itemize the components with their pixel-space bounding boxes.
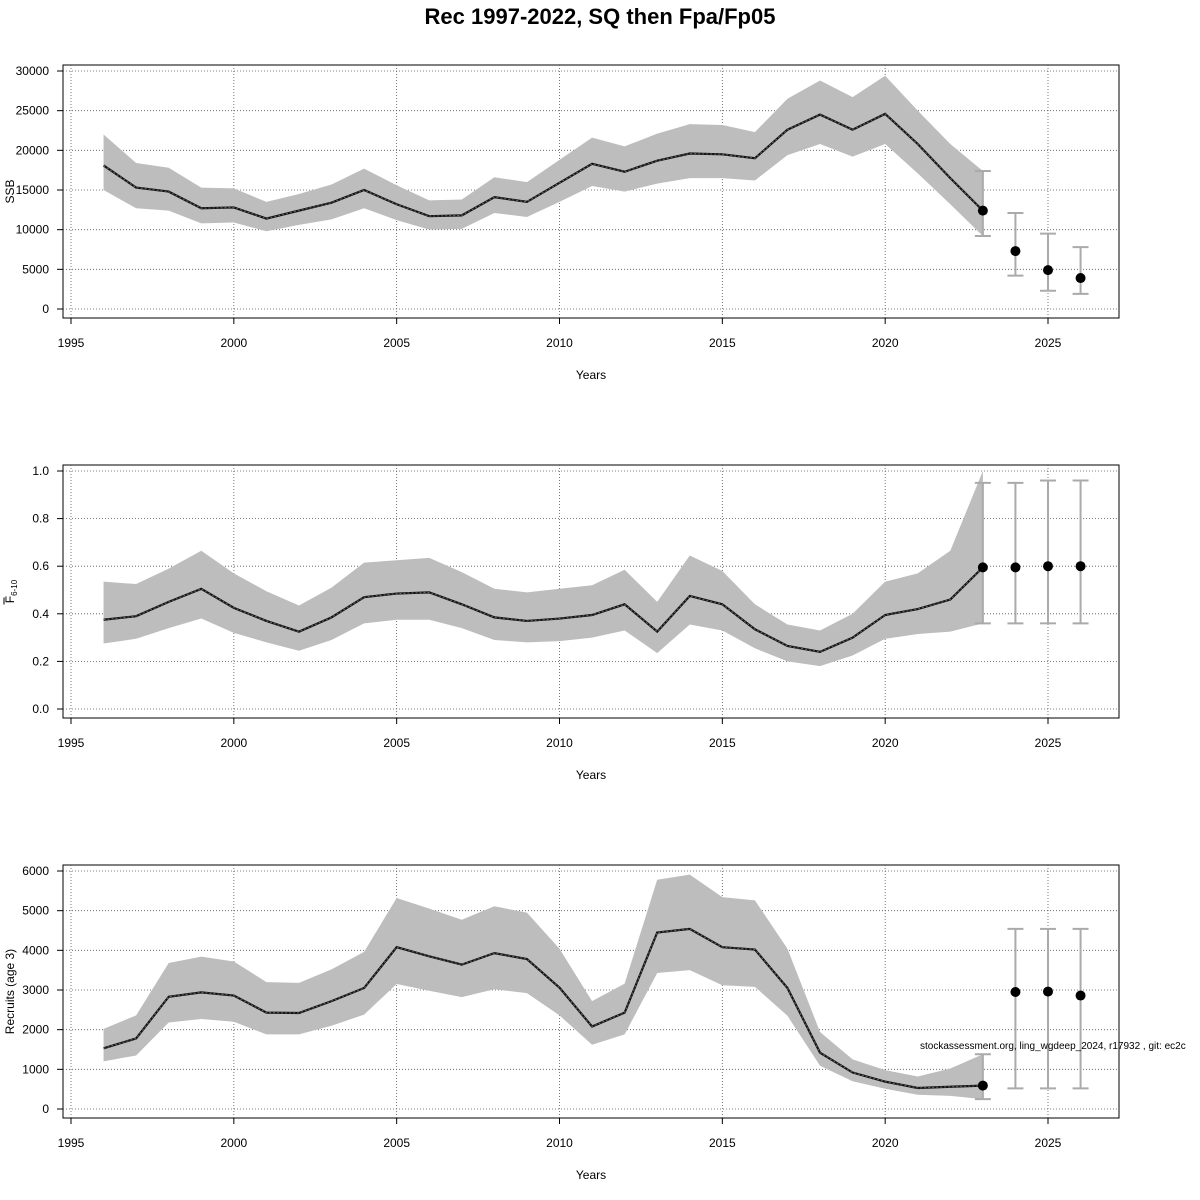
y-tick-label: 0.4 [32, 607, 49, 621]
forecast-point-2026 [1072, 927, 1089, 1090]
panel-3: 1995 2000 2005 2010 2015 2020 2025 0 1000 2000 300… [3, 864, 1120, 1182]
y-axis-label: F6-10 [3, 579, 19, 603]
y-tick-label: 1000 [22, 1062, 49, 1076]
x-tick-label: 2010 [546, 1136, 573, 1150]
y-tick-label: 2000 [22, 1023, 49, 1037]
y-tick-label: 0 [42, 1102, 49, 1116]
x-tick-label: 2025 [1035, 1136, 1062, 1150]
x-tick-label: 2015 [709, 1136, 736, 1150]
x-tick-label: 2020 [872, 1136, 899, 1150]
footnote: stockassessment.org, ling_wgdeep_2024, r… [920, 1041, 1186, 1052]
x-tick-label: 1995 [58, 1136, 85, 1150]
panel-2: 1995 2000 2005 2010 2015 2020 2025 0.0 0.2 0.4 0.6… [3, 464, 1120, 782]
estimate-line-overlay [103, 113, 984, 220]
forecast-point-2025 [1040, 479, 1056, 625]
grid [63, 465, 1119, 718]
panel-1: 1995 2000 2005 2010 2015 2020 2025 0 5000 10000 15… [3, 64, 1120, 382]
x-tick-label: 2025 [1035, 336, 1062, 350]
y-tick-label: 0 [42, 302, 49, 316]
y-tick-label: 0.8 [32, 512, 49, 526]
forecast-median-point [977, 205, 988, 216]
y-tick-label: 10000 [16, 223, 50, 237]
forecast-median-point [1043, 986, 1053, 997]
y-tick-label: 3000 [22, 983, 49, 997]
x-tick-label: 2000 [220, 336, 247, 350]
y-tick-label: 5000 [22, 904, 49, 918]
forecast-median-point [1075, 990, 1086, 1001]
estimate-line-overlay [103, 928, 983, 1089]
forecast-median-point [1043, 561, 1053, 572]
y-tick-label: 15000 [16, 183, 50, 197]
y-tick-label: 30000 [16, 64, 50, 78]
y-tick-label: 6000 [22, 864, 49, 878]
forecast-median-point [1010, 562, 1021, 573]
x-tick-label: 2020 [872, 336, 899, 350]
confidence-band [103, 75, 983, 237]
x-tick-label: 2000 [220, 1136, 247, 1150]
plot-frame [62, 864, 1120, 1119]
forecast-point-2024 [1007, 481, 1024, 625]
y-tick-label: 25000 [16, 104, 50, 118]
y-tick-label: 0.6 [32, 559, 49, 573]
page-title: Rec 1997-2022, SQ then Fpa/Fp05 [424, 4, 776, 29]
x-tick-label: 2015 [709, 736, 736, 750]
forecast-median-point [977, 562, 988, 573]
plot-frame [62, 464, 1120, 719]
confidence-band [103, 471, 983, 667]
y-tick-label: 4000 [22, 943, 49, 957]
x-axis-label: Years [576, 1168, 606, 1182]
forecast-point-2023 [974, 169, 991, 238]
forecast-point-2026 [1072, 246, 1089, 295]
forecast-median-point [1010, 986, 1021, 997]
x-axis-label: Years [576, 368, 606, 382]
x-tick-label: 2005 [383, 1136, 410, 1150]
x-tick-label: 2005 [383, 736, 410, 750]
forecast-median-point [1043, 265, 1053, 276]
x-tick-label: 2025 [1035, 736, 1062, 750]
x-tick-label: 2010 [546, 336, 573, 350]
x-tick-label: 2020 [872, 736, 899, 750]
forecast-median-point [977, 1080, 988, 1091]
x-tick-label: 2015 [709, 336, 736, 350]
x-tick-label: 1995 [58, 736, 85, 750]
x-tick-label: 2005 [383, 336, 410, 350]
forecast-point-2023 [974, 481, 991, 625]
x-tick-label: 2000 [220, 736, 247, 750]
y-tick-label: 5000 [22, 262, 49, 276]
y-tick-label: 0.0 [32, 702, 49, 716]
forecast-point-2025 [1040, 232, 1056, 292]
forecast-median-point [1075, 561, 1086, 572]
estimate-line-overlay [103, 567, 984, 653]
y-tick-label: 20000 [16, 143, 50, 157]
y-axis-label: SSB [3, 179, 17, 203]
forecast-median-point [1075, 273, 1086, 284]
confidence-band [103, 874, 983, 1100]
forecast-median-point [1010, 246, 1021, 257]
y-axis-label-subscript: 6-10 [10, 579, 19, 596]
y-tick-label: 0.2 [32, 654, 49, 668]
x-axis-label: Years [576, 768, 606, 782]
x-tick-label: 1995 [58, 336, 85, 350]
forecast-point-2024 [1007, 212, 1024, 277]
y-tick-label: 1.0 [32, 464, 49, 478]
plot-frame [62, 64, 1120, 319]
y-axis-label: Recruits (age 3) [3, 949, 17, 1034]
x-tick-label: 2010 [546, 736, 573, 750]
forecast-point-2026 [1072, 479, 1089, 625]
forecast-point-2024 [1007, 927, 1024, 1090]
forecast-point-2023 [974, 1053, 991, 1101]
forecast-point-2025 [1040, 927, 1056, 1090]
